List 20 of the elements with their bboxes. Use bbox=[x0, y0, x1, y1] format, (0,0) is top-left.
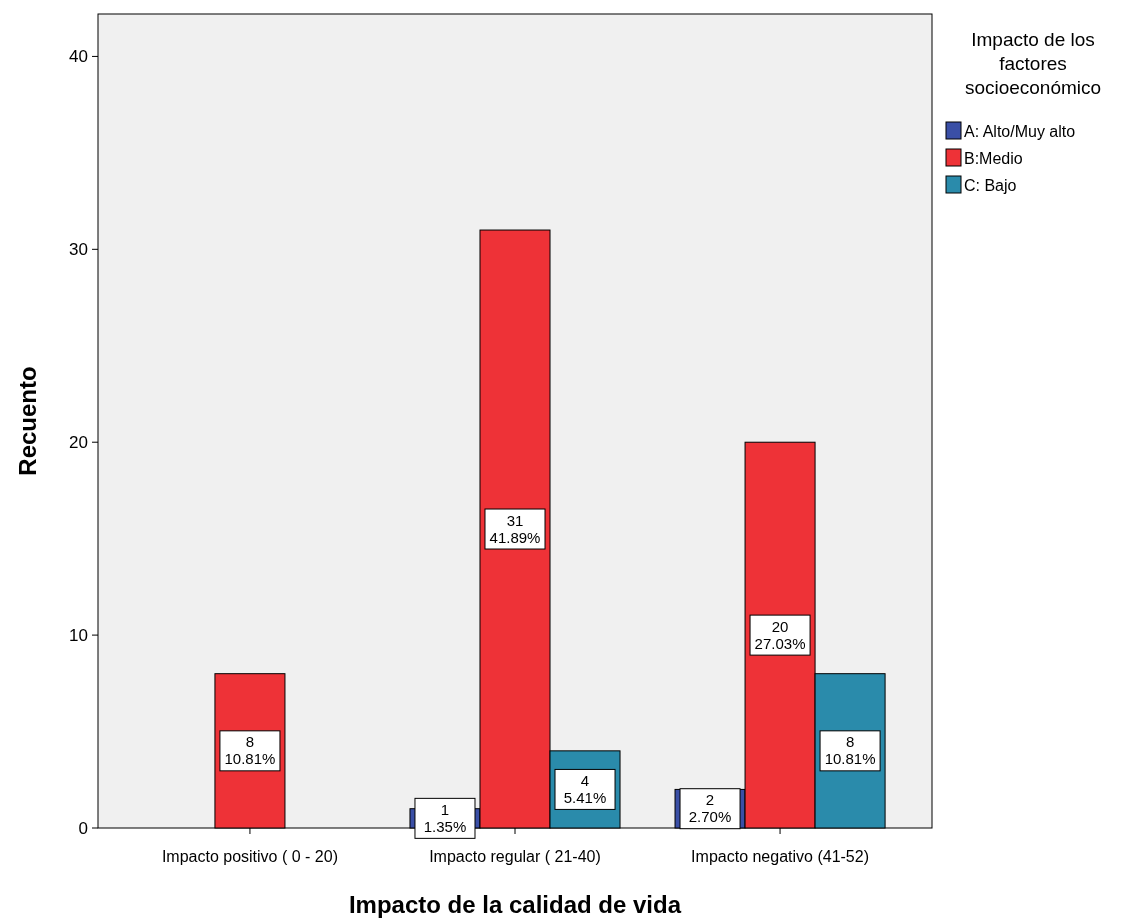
x-tick-label: Impacto negativo (41-52) bbox=[691, 848, 869, 865]
data-label: 8 10.81% bbox=[224, 733, 276, 768]
data-label: 20 27.03% bbox=[754, 617, 806, 652]
x-tick-label: Impacto positivo ( 0 - 20) bbox=[161, 848, 338, 865]
x-tick-label: Impacto regular ( 21-40) bbox=[429, 848, 601, 865]
y-tick-label: 20 bbox=[69, 433, 88, 453]
y-tick-label: 30 bbox=[69, 240, 88, 260]
data-label: 31 41.89% bbox=[489, 511, 541, 546]
legend-label: C: Bajo bbox=[964, 177, 1017, 194]
legend-label: A: Alto/Muy alto bbox=[964, 123, 1076, 140]
legend-label: B:Medio bbox=[964, 150, 1023, 167]
y-tick-label: 40 bbox=[69, 47, 88, 67]
data-label: 2 2.70% bbox=[688, 791, 732, 826]
legend-title: Impacto de los factores socioeconómico bbox=[964, 29, 1102, 98]
y-tick-label: 0 bbox=[78, 819, 88, 838]
x-axis-title: Impacto de la calidad de vida bbox=[348, 891, 682, 918]
y-tick-label: 10 bbox=[69, 626, 88, 646]
data-label: 4 5.41% bbox=[563, 771, 607, 806]
y-axis-title: Recuento bbox=[14, 366, 41, 476]
data-label: 8 10.81% bbox=[824, 733, 876, 768]
